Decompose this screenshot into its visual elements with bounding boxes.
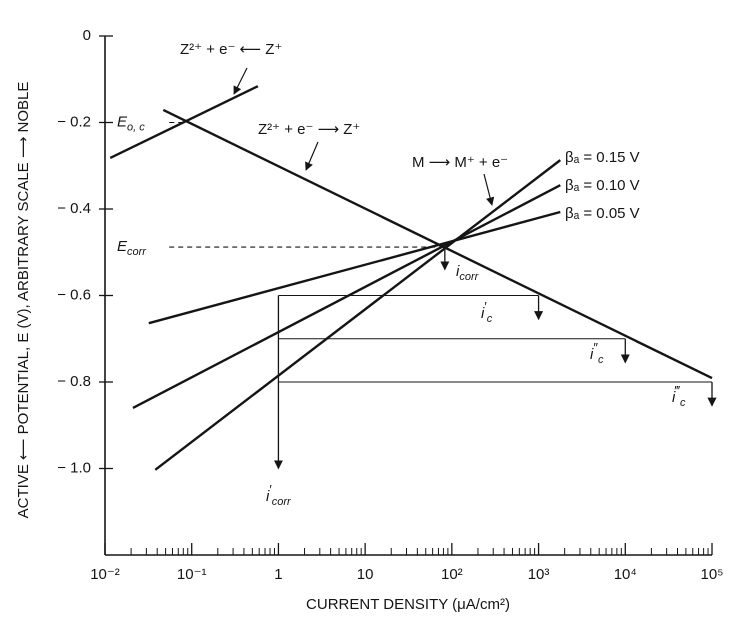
y-tick-label: − 0.4: [57, 200, 91, 217]
x-tick-label: 1: [274, 566, 282, 583]
current-label: i′corr: [266, 482, 292, 507]
series-label: Z²⁺ + e⁻ ⟵ Z⁺: [180, 41, 282, 58]
x-tick-label: 10⁵: [701, 566, 724, 583]
label-pointer: [483, 173, 495, 206]
x-tick-label: 10⁻²: [90, 566, 120, 583]
potential-label: Eo, c: [117, 113, 145, 133]
current-label-sup: ‴: [674, 383, 680, 398]
potential-label-sub: o, c: [127, 121, 145, 133]
label-pointer: [233, 67, 248, 95]
x-tick-label: 10⁴: [614, 566, 637, 583]
current-label-main: i: [672, 389, 676, 406]
reaction-label: M ⟶ M⁺ + e⁻: [412, 154, 508, 171]
current-label: i″c: [590, 340, 604, 365]
current-label-sup: ′: [269, 482, 272, 497]
current-label-sup: ′: [484, 299, 487, 314]
current-label-sub: c: [487, 313, 493, 325]
y-tick-label: 0: [83, 27, 91, 44]
x-tick-label: 10⁻¹: [177, 566, 207, 583]
series-line: [148, 210, 561, 325]
y-axis-title: ACTIVE ⟵ POTENTIAL, E (V), ARBITRARY SCA…: [15, 82, 32, 519]
current-label-main: i: [590, 346, 594, 363]
x-tick-label: 10: [357, 566, 374, 583]
series-label: βₐ = 0.05 V: [565, 205, 640, 222]
x-tick-label: 10³: [528, 566, 550, 583]
y-tick-label: − 1.0: [57, 459, 91, 476]
y-tick-label: − 0.6: [57, 286, 91, 303]
potential-label: Ecorr: [117, 238, 147, 258]
current-label-main: i: [266, 488, 270, 505]
y-tick-label: − 0.2: [57, 113, 91, 130]
series-line: [154, 159, 562, 471]
series-label: Z²⁺ + e⁻ ⟶ Z⁺: [258, 121, 360, 138]
potential-label-main: E: [117, 113, 128, 130]
current-label-sub: c: [598, 354, 604, 366]
current-label-sub: corr: [459, 271, 479, 283]
current-label: i′c: [481, 299, 493, 324]
series-line: [109, 85, 259, 160]
current-label-sub: corr: [272, 496, 292, 508]
current-label: i‴c: [672, 383, 686, 408]
series-label: βₐ = 0.10 V: [565, 177, 640, 194]
y-tick-label: − 0.8: [57, 373, 91, 390]
current-label-main: i: [481, 305, 485, 322]
series-line: [132, 184, 561, 410]
current-label-sub: c: [680, 397, 686, 409]
current-label-sup: ″: [593, 340, 598, 355]
label-pointer: [305, 141, 319, 171]
x-tick-label: 10²: [441, 566, 463, 583]
x-axis-title: CURRENT DENSITY (μA/cm²): [306, 596, 510, 613]
current-label: icorr: [456, 263, 480, 283]
series-label: βₐ = 0.15 V: [565, 149, 640, 166]
potential-label-main: E: [117, 238, 128, 255]
potential-label-sub: corr: [127, 246, 147, 258]
current-label-main: i: [456, 263, 460, 280]
